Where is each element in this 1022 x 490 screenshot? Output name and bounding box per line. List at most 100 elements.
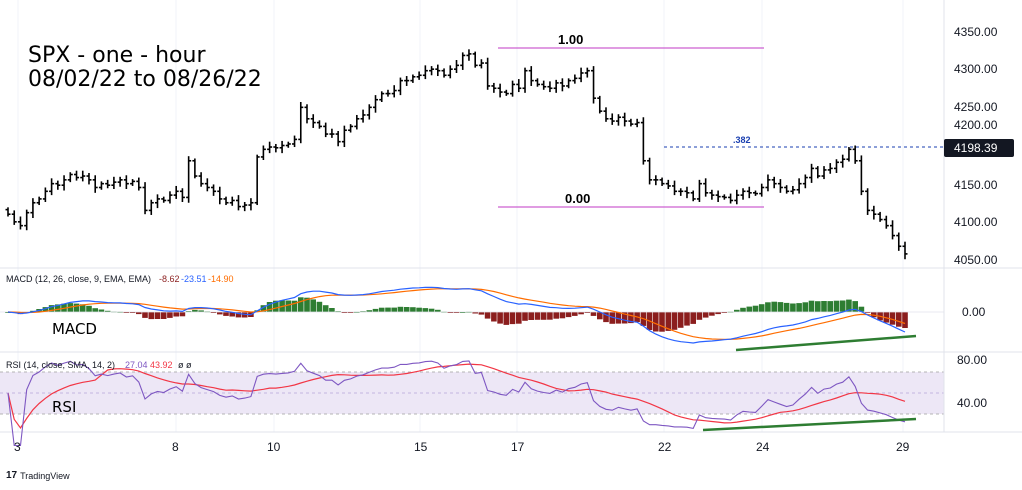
ohlc-bar [858,155,864,196]
macd-histogram-bar [690,312,696,324]
macd-histogram-value: -8.62 [159,274,180,284]
macd-histogram-bar [839,300,846,312]
ohlc-bar [796,178,802,194]
ohlc-bar [229,196,235,206]
ohlc-bar [373,95,379,113]
macd-histogram-bar [615,312,622,324]
macd-histogram-bar [136,312,142,315]
macd-histogram-bar [516,312,522,324]
ohlc-bar [335,130,341,147]
ohlc-bar [659,177,665,186]
macd-histogram-bar [752,305,759,312]
macd-histogram-bar [590,312,597,316]
macd-histogram-bar [260,305,267,312]
time-tick-17: 17 [511,440,525,454]
macd-histogram-bar [229,312,235,317]
ohlc-bar [111,176,117,190]
ohlc-bar [454,60,459,73]
brand-text: TradingView [20,470,70,481]
ohlc-bar [485,57,491,90]
ohlc-bar [341,125,347,148]
macd-histogram-bar [73,303,80,312]
time-tick-8: 8 [172,440,179,454]
macd-histogram-bar [721,312,728,313]
macd-histogram-bar [864,312,871,313]
price-tick-4350: 4350.00 [954,25,998,39]
ohlc-bar [267,141,273,154]
ohlc-bar [98,181,104,190]
chart-title-line1: SPX - one - hour [28,43,206,68]
macd-histogram-bar [509,312,516,325]
ohlc-bar [615,114,621,126]
ohlc-bar [777,179,783,193]
macd-histogram-bar [628,312,634,324]
ohlc-bar [684,186,690,199]
ohlc-bar [397,77,403,96]
macd-histogram-bar [484,312,491,319]
macd-histogram-bar [378,307,385,312]
macd-histogram-bar [808,300,815,312]
ohlc-bar [902,241,908,260]
ohlc-bar [821,166,827,180]
macd-tick-zero: 0.00 [962,305,986,319]
ohlc-bar [541,80,547,90]
ohlc-bar [273,143,279,153]
fib-382-label: .382 [733,135,751,145]
ohlc-bar [883,215,889,229]
macd-histogram-bar [765,302,771,312]
macd-histogram-bar [129,312,136,313]
macd-histogram-bar [478,312,485,315]
ohlc-bar [765,174,771,192]
macd-histogram-bar [709,312,715,316]
ohlc-bar [117,176,123,187]
ohlc-bar [130,179,136,186]
rsi-line [7,360,906,447]
ohlc-bar [422,65,428,80]
ohlc-bar [491,82,497,93]
macd-histogram-bar [597,312,603,320]
macd-histogram-bar [540,312,547,320]
vertical-grid [17,0,904,432]
macd-histogram-bar [347,312,354,313]
macd-histogram-bar [160,312,167,319]
macd-histogram-bar [777,302,784,312]
macd-histogram-bar [802,302,809,312]
ohlc-bar [890,220,896,240]
macd-histogram-bar [291,300,298,312]
ohlc-bar [67,172,73,183]
time-tick-22: 22 [658,440,672,454]
ohlc-bar [198,172,204,187]
ohlc-bar [366,104,372,120]
ohlc-bar [360,109,366,123]
macd-histogram-bar [665,312,672,331]
macd-histogram-bar [366,310,373,312]
ohlc-bar [877,211,883,222]
price-tick-4150: 4150.00 [954,178,998,192]
macd-histogram-bar [453,312,460,313]
rsi-value: 27.04 [125,360,148,370]
macd-histogram-bar [123,312,130,313]
macd-histogram-bar [92,308,98,312]
macd-histogram-bar [55,304,61,312]
time-tick-15: 15 [414,440,428,454]
ohlc-bar [802,174,808,189]
macd-histogram-bar [310,299,316,312]
ohlc-bar [242,201,248,212]
macd-histogram-bar [821,301,827,312]
macd-histogram-bar [142,312,148,318]
current-price-label: 4198.39 [954,141,998,155]
ohlc-bar [92,175,98,193]
ohlc-bar [167,191,173,204]
price-tick-4250: 4250.00 [954,100,998,114]
macd-histogram-bar [428,308,435,312]
macd-histogram-bar [852,301,858,312]
ohlc-bar [385,89,391,97]
macd-histogram-bar [684,312,690,326]
ohlc-bar [323,122,329,138]
ohlc-bar [771,176,777,189]
ohlc-bar [634,118,640,128]
macd-label: MACD [52,320,97,338]
macd-histogram-bar [815,301,821,312]
ohlc-bar [42,187,48,202]
